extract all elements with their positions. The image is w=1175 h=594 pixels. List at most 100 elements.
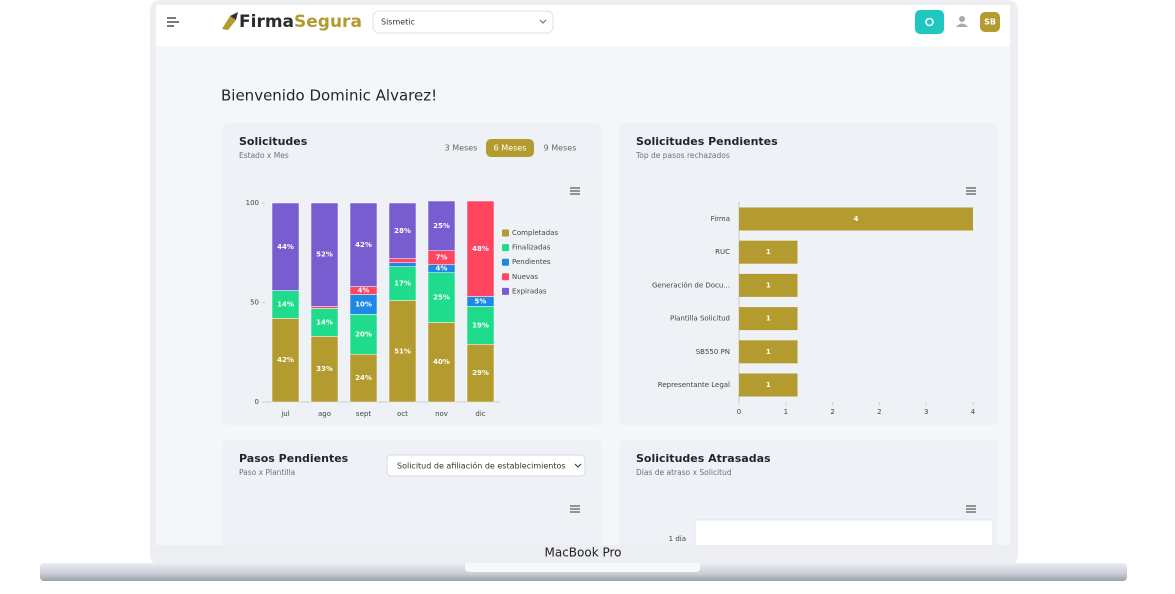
company-select[interactable] (372, 10, 554, 34)
data-label: 4% (358, 287, 370, 295)
data-label: 40% (433, 358, 450, 366)
card-subtitle: Días de atraso x Solicitud (636, 468, 732, 477)
tab-active[interactable] (486, 139, 534, 157)
y-tick-label: 100 (246, 199, 259, 207)
data-label: 44% (277, 243, 294, 251)
bar-segment (466, 200, 495, 297)
select-caret (574, 463, 582, 468)
card (619, 440, 998, 545)
y-tick-label: Plantilla Solicitud (670, 315, 730, 323)
data-label: 29% (472, 369, 489, 377)
avatar[interactable] (980, 12, 1000, 32)
bar-segment (427, 272, 456, 323)
charts: 3 Meses 6 Meses 9 Meses050100jul42%14%44%a… (246, 139, 976, 418)
legend-swatch (502, 229, 509, 237)
card-title: Solicitudes (239, 135, 308, 148)
legend-swatch (502, 287, 509, 295)
y-tick-label: Representante Legal (658, 381, 730, 389)
data-label: 5% (475, 298, 487, 306)
settings-button[interactable] (915, 10, 944, 34)
bar-segment (310, 306, 339, 309)
chart-menu[interactable] (966, 187, 976, 195)
legend-label: Pendientes (512, 258, 551, 266)
y-tick-label: Firma (711, 215, 730, 223)
template-select-value: Solicitud de afiliación de establecimien… (397, 461, 566, 471)
data-label: 1 (766, 381, 771, 389)
logo-icon (222, 16, 236, 30)
chart-menus (570, 187, 976, 513)
bar-segment (388, 300, 417, 403)
legend-swatch (502, 244, 509, 252)
y-tick-label: 1 día (669, 535, 686, 543)
data-label: 1 (766, 281, 771, 289)
user-icon-body (956, 23, 968, 27)
bar-segment (427, 200, 456, 252)
logo[interactable]: FirmaSegura (239, 12, 362, 32)
legend-label: Completadas (512, 229, 558, 237)
device-label: MacBook Pro (544, 546, 621, 560)
x-tick-label: sept (356, 410, 371, 418)
tab[interactable]: 3 Meses (445, 144, 478, 153)
data-label: 1 (766, 248, 771, 256)
x-tick-label: 2 (830, 408, 834, 416)
data-label: 25% (433, 222, 450, 230)
x-tick-label: nov (435, 410, 448, 418)
bar (739, 207, 973, 231)
bar-segment (349, 202, 378, 287)
legend-label: Expiradas (512, 287, 547, 295)
template-select[interactable] (386, 454, 586, 477)
tab[interactable]: 6 Meses (494, 144, 527, 153)
legend-swatch (502, 258, 509, 266)
data-label: 10% (355, 300, 372, 308)
y-tick-label: Generación de Docu... (652, 281, 730, 289)
x-tick-label: dic (475, 410, 485, 418)
data-label: 1 (766, 315, 771, 323)
data-label: 4 (854, 215, 859, 223)
bar-segment (388, 266, 417, 301)
chart-menu[interactable] (570, 187, 580, 195)
bar-segment (388, 202, 417, 259)
user-icon-head[interactable] (959, 16, 965, 22)
y-tick-label: RUC (715, 248, 730, 256)
card-subtitle: Estado x Mes (239, 151, 289, 160)
laptop-notch (465, 563, 700, 572)
data-label: 28% (394, 227, 411, 235)
legend-swatch (502, 273, 509, 281)
data-label: 48% (472, 245, 489, 253)
data-label: 52% (316, 251, 333, 259)
bar-segment (271, 318, 300, 403)
card-subtitle: Top de pasos rechazados (635, 151, 730, 160)
tab[interactable]: 9 Meses (544, 144, 577, 153)
bar (739, 373, 798, 397)
bar-segment (271, 202, 300, 291)
legend-label: Finalizadas (512, 244, 551, 252)
bar (739, 340, 798, 364)
data-label: 19% (472, 321, 489, 329)
avatar-initials: SB (984, 18, 996, 27)
menu-toggle[interactable] (167, 17, 179, 27)
bar (739, 307, 798, 331)
bar-segment (310, 308, 339, 337)
welcome: Bienvenido Dominic Alvarez! (221, 87, 437, 105)
x-tick-label: 4 (971, 408, 976, 416)
chart-menu[interactable] (570, 505, 580, 513)
bar (739, 240, 798, 264)
chart-menu[interactable] (966, 505, 976, 513)
data-label: 7% (436, 254, 448, 262)
bar-segment (271, 290, 300, 319)
data-label: 17% (394, 280, 411, 288)
data-label: 33% (316, 365, 333, 373)
legend-label: Nuevas (512, 273, 538, 281)
bar-segment (310, 336, 339, 403)
data-label: 25% (433, 294, 450, 302)
settings-icon (925, 17, 934, 27)
card-title: Pasos Pendientes (239, 452, 349, 465)
bar-segment (427, 322, 456, 403)
y-tick-label: SB550 PN (696, 348, 730, 356)
logo-part1: Firma (239, 12, 294, 32)
logo-icon-tip (230, 12, 238, 20)
bar-segment (310, 202, 339, 307)
data-label: 4% (436, 265, 448, 273)
data-label: 14% (316, 318, 333, 326)
